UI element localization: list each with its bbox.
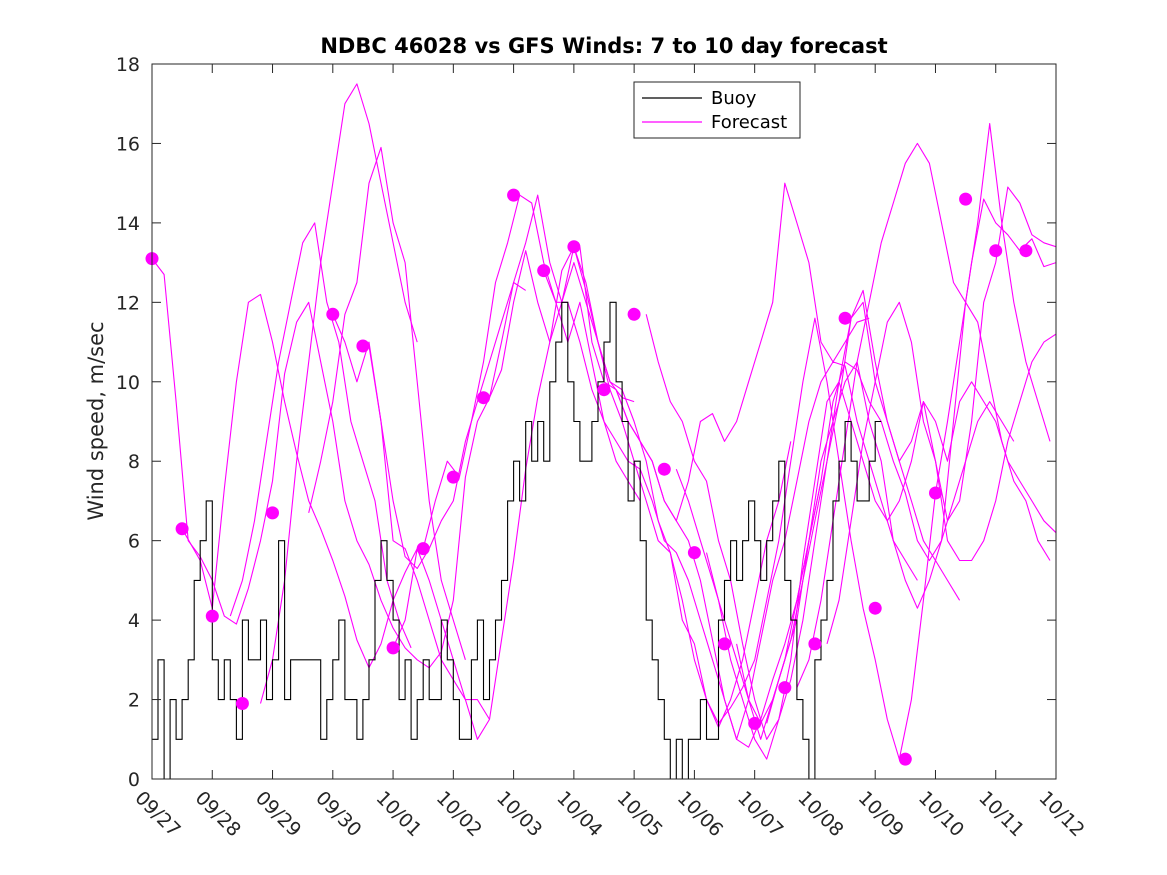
forecast-marker <box>597 383 611 397</box>
forecast-marker <box>205 609 219 623</box>
y-tick-label: 12 <box>116 292 140 314</box>
legend: Buoy Forecast <box>633 81 801 139</box>
forecast-marker <box>537 264 551 278</box>
forecast-series-line <box>332 314 490 720</box>
forecast-series-line <box>181 293 418 669</box>
forecast-series-line <box>368 281 527 570</box>
y-tick-label: 8 <box>128 451 140 473</box>
y-tick-label: 16 <box>116 133 140 155</box>
y-tick-label: 18 <box>116 54 140 76</box>
forecast-marker <box>748 716 762 730</box>
forecast-marker <box>446 470 460 484</box>
legend-forecast-label: Forecast <box>711 112 787 133</box>
forecast-marker <box>175 522 189 536</box>
forecast-series-line <box>675 361 1015 740</box>
forecast-marker <box>898 752 912 766</box>
forecast-marker <box>507 188 521 202</box>
forecast-marker <box>627 307 641 321</box>
y-tick-label: 14 <box>116 213 140 235</box>
y-axis-label: Wind speed, m/sec <box>84 321 108 520</box>
forecast-marker <box>868 601 882 615</box>
forecast-marker <box>959 192 973 206</box>
forecast-marker <box>687 546 701 560</box>
legend-box <box>633 81 801 139</box>
forecast-series-line <box>543 270 822 748</box>
forecast-marker <box>416 542 430 556</box>
forecast-series-line <box>645 301 961 740</box>
plot-frame <box>151 63 1057 780</box>
y-tick-label: 4 <box>128 610 140 632</box>
forecast-marker <box>386 641 400 655</box>
forecast-marker <box>989 244 1003 258</box>
forecast-marker <box>838 311 852 325</box>
forecast-marker <box>235 697 249 710</box>
legend-buoy-label: Buoy <box>711 88 757 109</box>
forecast-marker <box>567 240 581 254</box>
forecast-series-line <box>705 381 1056 760</box>
forecast-series-line <box>736 123 1051 724</box>
forecast-series-line <box>259 83 418 704</box>
forecast-series-line <box>766 289 1056 724</box>
y-tick-label: 2 <box>128 690 140 712</box>
forecast-series-line <box>615 361 918 740</box>
forecast-marker <box>718 637 731 651</box>
forecast-marker <box>326 307 340 321</box>
forecast-marker <box>1019 244 1033 258</box>
forecast-marker <box>929 486 942 500</box>
y-tick-label: 0 <box>128 769 140 791</box>
forecast-marker <box>778 681 792 695</box>
forecast-markers <box>145 188 1033 766</box>
y-tick-label: 6 <box>128 531 140 553</box>
forecast-series-line <box>392 246 635 740</box>
forecast-marker <box>356 339 370 353</box>
forecast-marker <box>266 506 279 520</box>
forecast-marker <box>657 462 671 476</box>
forecast-marker <box>477 391 490 405</box>
y-axis-ticks: 0 2 4 6 8 10 12 14 16 18 <box>116 54 1056 791</box>
y-tick-label: 10 <box>116 372 140 394</box>
buoy-series-line <box>152 301 882 779</box>
chart-title: NDBC 46028 vs GFS Winds: 7 to 10 day for… <box>320 34 887 58</box>
buoy-line-group <box>152 301 882 779</box>
forecast-series-line <box>308 146 466 660</box>
forecast-marker <box>808 637 822 651</box>
